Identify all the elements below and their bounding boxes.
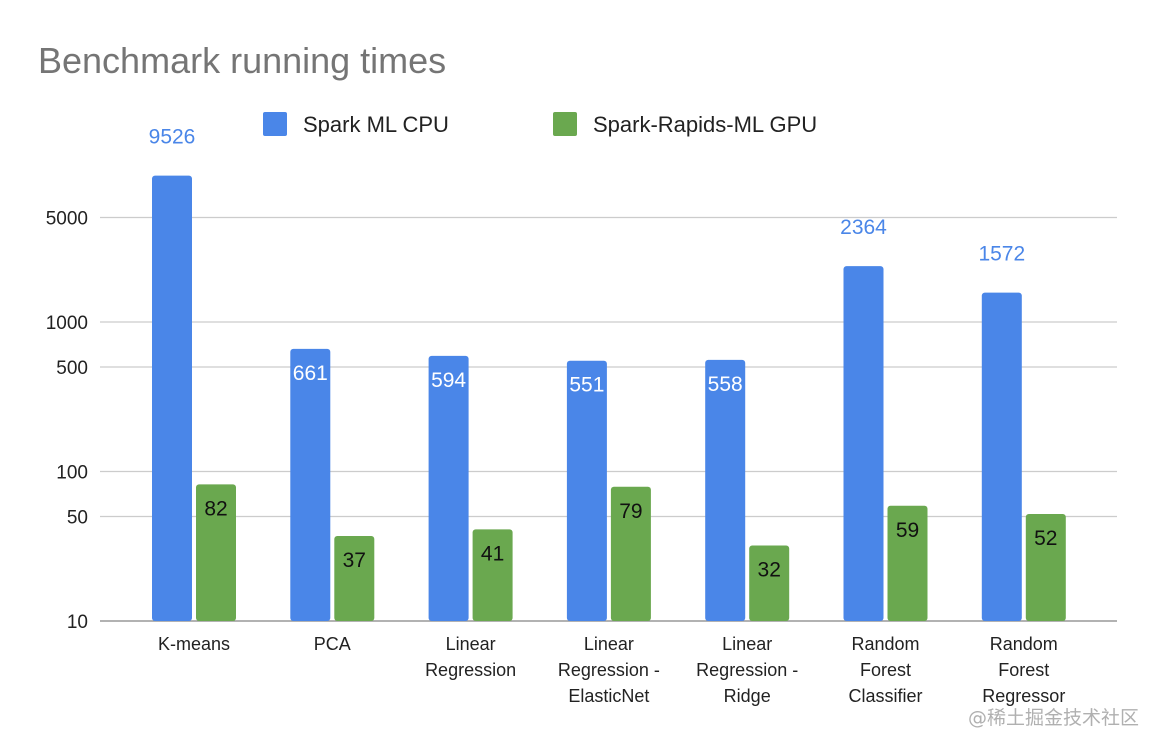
bar	[152, 175, 192, 621]
data-label: 2364	[840, 216, 887, 239]
legend-swatch	[553, 112, 577, 136]
bar	[981, 292, 1022, 621]
x-tick-label: Linear	[722, 634, 772, 654]
x-tick-label: Ridge	[724, 686, 771, 706]
data-label: 52	[1034, 527, 1057, 550]
data-label: 9526	[149, 126, 196, 149]
y-tick-label: 5000	[46, 209, 88, 230]
bar	[1025, 513, 1066, 621]
data-label: 32	[758, 558, 781, 581]
y-tick-label: 1000	[46, 313, 88, 334]
legend-label: Spark-Rapids-ML GPU	[593, 112, 817, 137]
x-tick-label: Random	[851, 634, 919, 654]
data-label: 79	[619, 500, 642, 523]
x-tick-label: ElasticNet	[568, 686, 649, 706]
chart-title: Benchmark running times	[38, 40, 447, 81]
x-tick-label: K-means	[158, 634, 230, 654]
x-tick-label: Linear	[446, 634, 496, 654]
data-label: 1572	[978, 243, 1025, 266]
bar	[705, 359, 746, 621]
bar	[472, 529, 513, 621]
bar	[196, 484, 236, 621]
x-tick-label: Random	[990, 634, 1058, 654]
bar	[334, 536, 375, 621]
x-tick-label: Regression	[425, 660, 516, 680]
data-label: 59	[896, 519, 919, 542]
x-tick-label: Regression -	[558, 660, 660, 680]
bar	[566, 360, 607, 621]
legend-swatch	[263, 112, 287, 136]
x-tick-label: Forest	[860, 660, 911, 680]
x-tick-label: Linear	[584, 634, 634, 654]
data-label: 594	[431, 369, 466, 392]
data-label: 37	[343, 549, 366, 572]
y-tick-label: 100	[56, 463, 88, 484]
bar	[428, 355, 469, 621]
x-tick-label: Forest	[998, 660, 1049, 680]
data-label: 41	[481, 542, 504, 565]
bar	[290, 348, 331, 621]
y-tick-label: 10	[67, 612, 88, 633]
y-tick-label: 500	[56, 358, 88, 379]
bar	[749, 545, 790, 621]
x-tick-label: Classifier	[848, 686, 922, 706]
bar	[887, 505, 928, 621]
legend-label: Spark ML CPU	[303, 112, 449, 137]
y-tick-label: 50	[67, 508, 88, 529]
data-label: 551	[569, 374, 604, 397]
bar	[610, 486, 651, 621]
x-tick-label: PCA	[314, 634, 351, 654]
data-label: 82	[204, 497, 227, 520]
data-label: 661	[293, 362, 328, 385]
bar	[843, 266, 884, 621]
watermark: @稀土掘金技术社区	[968, 707, 1140, 729]
x-tick-label: Regression -	[696, 660, 798, 680]
data-label: 558	[708, 373, 743, 396]
x-tick-label: Regressor	[982, 686, 1065, 706]
